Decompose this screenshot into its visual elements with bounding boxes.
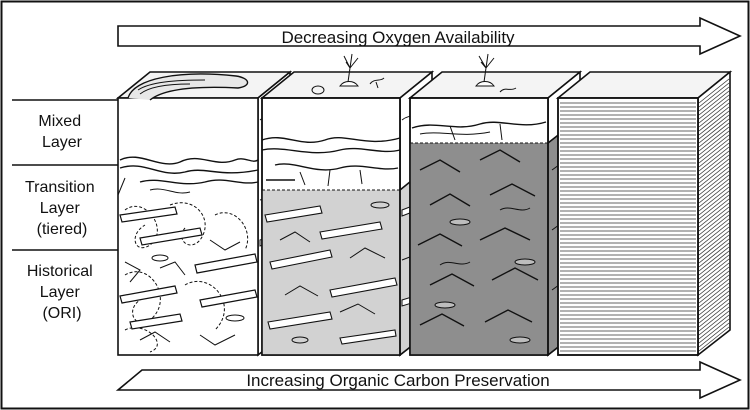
block-4: [555, 70, 733, 357]
top-arrow: Decreasing Oxygen Availability: [117, 16, 742, 56]
layer-label-mixed-line-1: Mixed: [38, 113, 81, 130]
block-2-surface-organism: [343, 53, 359, 83]
layer-label-historical-line-3: (ORI): [42, 305, 81, 322]
block-2: [259, 53, 435, 357]
block-1-surface-burrower: [127, 73, 249, 101]
layer-label-mixed: Mixed Layer: [38, 113, 85, 151]
block-3: [407, 53, 583, 357]
layer-label-transition-line-3: (tiered): [37, 221, 88, 238]
layer-label-transition-line-1: Transition: [25, 179, 95, 196]
block-3-low-oxygen-zone: [410, 143, 548, 355]
top-arrow-label: Decreasing Oxygen Availability: [281, 28, 515, 47]
layer-label-historical-line-2: Layer: [40, 284, 81, 301]
layer-label-mixed-line-2: Layer: [42, 134, 83, 151]
block-4-front: [557, 97, 699, 356]
block-1-front: [117, 97, 259, 356]
block-4-laminae: [560, 78, 730, 352]
layer-label-historical-line-1: Historical: [27, 263, 93, 280]
layer-label-historical: Historical Layer (ORI): [27, 263, 97, 322]
block-1: [115, 70, 293, 357]
layer-label-transition: Transition Layer (tiered): [25, 179, 99, 238]
block-3-surface-organism: [478, 53, 495, 83]
layer-label-transition-line-2: Layer: [40, 200, 81, 217]
bottom-arrow: Increasing Organic Carbon Preservation: [115, 360, 742, 400]
bottom-arrow-label: Increasing Organic Carbon Preservation: [246, 371, 549, 390]
